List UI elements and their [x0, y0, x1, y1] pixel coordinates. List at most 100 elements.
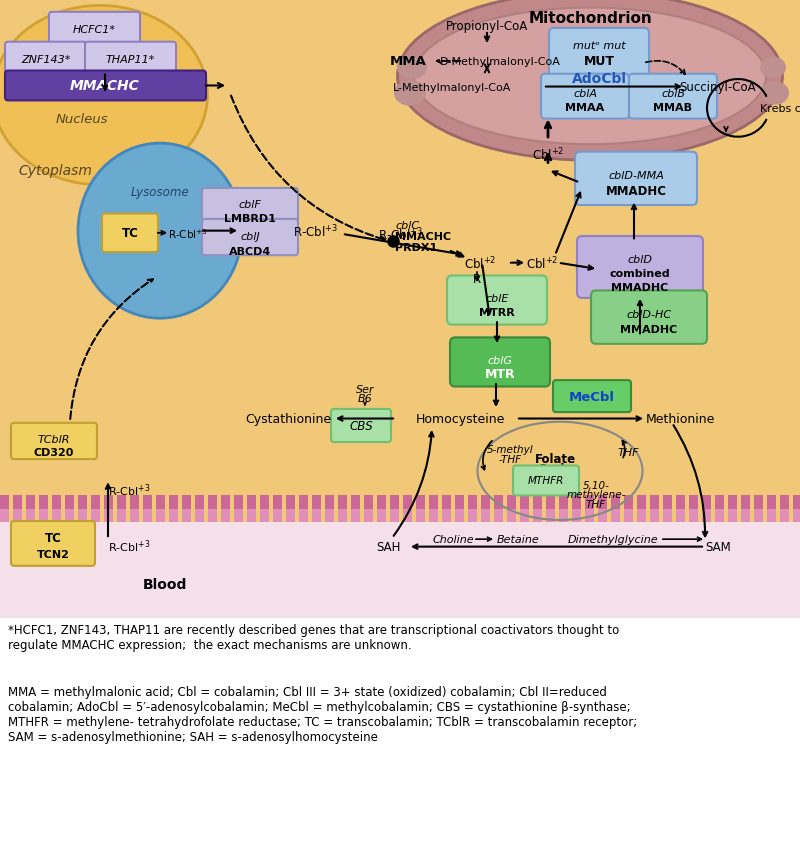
Text: SAM: SAM — [705, 541, 731, 554]
Text: MTRR: MTRR — [479, 307, 515, 317]
Polygon shape — [702, 509, 711, 522]
Polygon shape — [624, 509, 633, 522]
Polygon shape — [52, 509, 61, 522]
FancyBboxPatch shape — [541, 75, 629, 119]
Text: R-Cbl$^{+3}$: R-Cbl$^{+3}$ — [168, 227, 208, 241]
Polygon shape — [793, 509, 800, 522]
Polygon shape — [780, 509, 789, 522]
Polygon shape — [65, 509, 74, 522]
Text: Cycle: Cycle — [538, 462, 573, 476]
Polygon shape — [104, 496, 113, 509]
FancyBboxPatch shape — [11, 423, 97, 460]
Polygon shape — [572, 496, 581, 509]
Text: MMA: MMA — [390, 55, 426, 68]
Text: Nucleus: Nucleus — [56, 113, 108, 126]
Polygon shape — [481, 496, 490, 509]
Text: LMBRD1: LMBRD1 — [224, 213, 276, 223]
Polygon shape — [273, 496, 282, 509]
Text: TC: TC — [45, 531, 62, 544]
Polygon shape — [169, 496, 178, 509]
Polygon shape — [455, 496, 464, 509]
Polygon shape — [130, 496, 139, 509]
Polygon shape — [312, 509, 321, 522]
Polygon shape — [481, 509, 490, 522]
Text: MMAA: MMAA — [566, 102, 605, 113]
Text: cblB: cblB — [661, 89, 685, 99]
Polygon shape — [156, 509, 165, 522]
Text: SAH: SAH — [376, 541, 400, 554]
FancyBboxPatch shape — [513, 466, 579, 496]
Polygon shape — [403, 496, 412, 509]
Text: Cbl$^{+2}$: Cbl$^{+2}$ — [464, 255, 496, 271]
Polygon shape — [234, 496, 243, 509]
Ellipse shape — [397, 56, 427, 80]
Text: Blood: Blood — [143, 577, 187, 591]
Polygon shape — [429, 509, 438, 522]
Text: Lysosome: Lysosome — [130, 185, 190, 199]
Polygon shape — [468, 509, 477, 522]
Text: MMADHC: MMADHC — [620, 324, 678, 334]
Text: R-Cbl$^{+3}$: R-Cbl$^{+3}$ — [108, 482, 150, 499]
Polygon shape — [39, 496, 48, 509]
Text: Dimethylglycine: Dimethylglycine — [568, 535, 658, 544]
Text: CBS: CBS — [349, 420, 373, 433]
FancyBboxPatch shape — [102, 214, 158, 252]
Polygon shape — [416, 496, 425, 509]
Polygon shape — [715, 509, 724, 522]
Polygon shape — [312, 496, 321, 509]
Polygon shape — [0, 522, 800, 618]
Polygon shape — [26, 509, 35, 522]
FancyBboxPatch shape — [553, 380, 631, 413]
FancyBboxPatch shape — [202, 219, 298, 256]
Polygon shape — [104, 509, 113, 522]
Text: methylene-: methylene- — [566, 490, 626, 500]
Ellipse shape — [761, 82, 789, 106]
Text: MMAB: MMAB — [654, 102, 693, 113]
FancyBboxPatch shape — [85, 43, 176, 76]
Text: THF: THF — [618, 447, 638, 457]
Polygon shape — [338, 496, 347, 509]
Text: combined: combined — [610, 269, 670, 279]
FancyBboxPatch shape — [447, 276, 547, 325]
FancyBboxPatch shape — [577, 236, 703, 299]
Polygon shape — [429, 496, 438, 509]
Polygon shape — [754, 509, 763, 522]
Polygon shape — [520, 509, 529, 522]
Text: Cytoplasm: Cytoplasm — [18, 164, 92, 177]
Polygon shape — [598, 509, 607, 522]
Polygon shape — [793, 496, 800, 509]
Polygon shape — [598, 496, 607, 509]
Polygon shape — [182, 509, 191, 522]
Polygon shape — [377, 509, 386, 522]
Polygon shape — [325, 496, 334, 509]
FancyBboxPatch shape — [575, 153, 697, 206]
Text: 5-methyl: 5-methyl — [486, 445, 534, 455]
Text: Mitochondrion: Mitochondrion — [528, 10, 652, 26]
Polygon shape — [78, 509, 87, 522]
Ellipse shape — [760, 58, 786, 79]
FancyBboxPatch shape — [49, 13, 140, 46]
Polygon shape — [663, 509, 672, 522]
Polygon shape — [741, 509, 750, 522]
Polygon shape — [741, 496, 750, 509]
Text: B6: B6 — [358, 394, 372, 403]
Text: Choline: Choline — [432, 535, 474, 544]
Text: D-Methylmalonyl-CoA: D-Methylmalonyl-CoA — [439, 57, 561, 67]
Polygon shape — [208, 509, 217, 522]
FancyBboxPatch shape — [5, 43, 87, 76]
Polygon shape — [637, 509, 646, 522]
Ellipse shape — [398, 0, 782, 161]
Polygon shape — [663, 496, 672, 509]
Text: Betaine: Betaine — [497, 535, 539, 544]
Text: AdoCbl: AdoCbl — [571, 72, 626, 86]
Text: TC: TC — [122, 227, 138, 240]
Polygon shape — [676, 496, 685, 509]
FancyBboxPatch shape — [549, 29, 649, 80]
Text: ABCD4: ABCD4 — [229, 247, 271, 257]
Text: MMA = methylmalonic acid; Cbl = cobalamin; Cbl III = 3+ state (oxidized) cobalam: MMA = methylmalonic acid; Cbl = cobalami… — [8, 685, 638, 743]
Polygon shape — [507, 509, 516, 522]
Polygon shape — [455, 509, 464, 522]
Polygon shape — [572, 509, 581, 522]
Text: TCblR: TCblR — [38, 434, 70, 444]
Text: L-Methylmalonyl-CoA: L-Methylmalonyl-CoA — [393, 83, 511, 92]
